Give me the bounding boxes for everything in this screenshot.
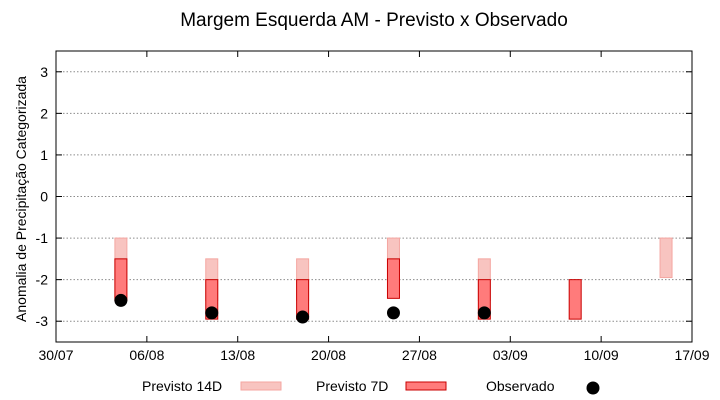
x-tick-label: 10/09 bbox=[584, 347, 619, 363]
legend: Previsto 14D Previsto 7D Observado bbox=[142, 378, 600, 395]
y-tick-label: 1 bbox=[40, 147, 48, 163]
x-tick-label: 06/08 bbox=[129, 347, 164, 363]
x-tick-label: 27/08 bbox=[402, 347, 437, 363]
y-tick-label: 2 bbox=[40, 105, 48, 121]
y-tick-label: 0 bbox=[40, 189, 48, 205]
previsto-7d-bar bbox=[386, 258, 400, 299]
legend-swatch-previsto-14d bbox=[240, 381, 282, 391]
x-tick-label: 20/08 bbox=[311, 347, 346, 363]
grid bbox=[56, 71, 692, 322]
x-tick-label: 17/09 bbox=[674, 347, 709, 363]
x-tick-label: 13/08 bbox=[220, 347, 255, 363]
x-tick-label: 30/07 bbox=[38, 347, 73, 363]
series-observado bbox=[114, 293, 491, 324]
legend-marker-observado bbox=[586, 381, 600, 395]
observado-point bbox=[205, 306, 219, 320]
y-tick-label: -2 bbox=[36, 272, 49, 288]
observado-point bbox=[386, 306, 400, 320]
y-axis: 3 2 1 0 -1 -2 -3 bbox=[36, 64, 692, 329]
observado-point bbox=[114, 293, 128, 307]
series-previsto-7d bbox=[114, 258, 582, 320]
observado-point bbox=[477, 306, 491, 320]
y-axis-label: Anomalia de Precipitação Categorizada bbox=[13, 76, 29, 322]
x-axis: 30/07 06/08 13/08 20/08 27/08 03/09 10/09 17/09 bbox=[38, 51, 710, 363]
y-tick-label: 3 bbox=[40, 64, 48, 80]
y-tick-label: -3 bbox=[36, 313, 49, 329]
y-tick-label: -1 bbox=[36, 230, 49, 246]
legend-label-observado: Observado bbox=[486, 378, 555, 394]
x-tick-label: 03/09 bbox=[493, 347, 528, 363]
legend-label-previsto-14d: Previsto 14D bbox=[142, 378, 222, 394]
legend-label-previsto-7d: Previsto 7D bbox=[316, 378, 388, 394]
chart-title: Margem Esquerda AM - Previsto x Observad… bbox=[180, 10, 568, 31]
observado-point bbox=[296, 310, 310, 324]
legend-swatch-previsto-7d bbox=[405, 381, 447, 391]
previsto-14d-bar bbox=[659, 237, 673, 279]
previsto-7d-bar bbox=[568, 279, 582, 320]
